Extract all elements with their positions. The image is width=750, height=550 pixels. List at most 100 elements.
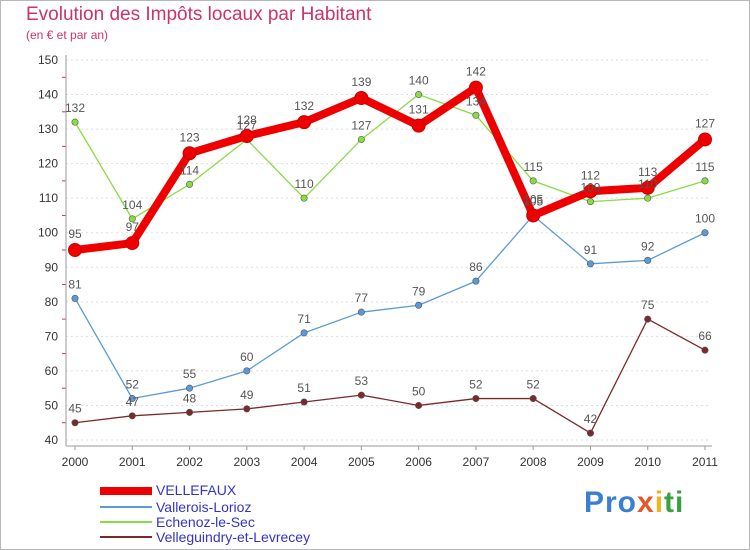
point-s3-2008 [529, 395, 537, 403]
data-label-s3-2007: 52 [469, 378, 483, 392]
data-label-s3-2000: 45 [68, 402, 82, 416]
data-label-s0-2011: 127 [695, 116, 715, 130]
point-s3-2000 [71, 419, 79, 427]
point-s2-2010 [644, 194, 652, 202]
x-tick-label-2002: 2002 [176, 455, 203, 469]
series-line-2 [74, 93, 706, 220]
data-label-s3-2001: 47 [126, 395, 140, 409]
x-tick-label-2004: 2004 [291, 455, 318, 469]
data-label-s1-2007: 86 [469, 260, 483, 274]
data-label-s0-2005: 139 [351, 75, 371, 89]
data-label-s2-2006: 140 [409, 74, 429, 88]
y-tick-label-90: 90 [45, 260, 59, 274]
data-label-s2-2009: 109 [580, 181, 600, 195]
point-s0-2011 [698, 132, 712, 147]
point-s1-2002 [186, 384, 194, 392]
point-s2-2009 [586, 198, 594, 206]
y-tick-label-100: 100 [38, 226, 58, 240]
data-label-s0-2009: 112 [581, 168, 600, 182]
data-label-s3-2002: 48 [183, 391, 197, 405]
point-s0-2009 [583, 184, 598, 199]
x-tick-label-2007: 2007 [463, 455, 490, 469]
data-label-s3-2003: 49 [240, 388, 254, 402]
data-label-s1-2004: 71 [297, 312, 311, 326]
x-tick-label-2003: 2003 [233, 455, 260, 469]
point-s0-2004 [297, 115, 312, 130]
data-label-s0-2008: 105 [523, 192, 543, 206]
data-label-s2-2008: 115 [524, 160, 543, 174]
point-s0-2003 [239, 129, 254, 143]
data-label-s2-2002: 114 [180, 163, 199, 177]
point-s2-2004 [300, 194, 308, 202]
point-s2-2001 [128, 215, 136, 223]
point-s1-2000 [71, 294, 79, 302]
x-tick-label-2009: 2009 [577, 455, 604, 469]
data-label-s0-2007: 142 [466, 65, 486, 79]
legend-label-velleguindry-et-levrecey: Velleguindry-et-Levrecey [156, 529, 311, 545]
point-s0-2005 [354, 91, 369, 105]
y-tick-label-50: 50 [45, 398, 59, 412]
data-label-s3-2011: 66 [698, 329, 712, 343]
point-s3-2004 [300, 398, 308, 406]
y-tick-label-150: 150 [38, 53, 58, 67]
data-label-s1-2009: 91 [584, 243, 598, 257]
point-s2-2005 [357, 135, 365, 143]
y-tick-label-70: 70 [45, 329, 59, 343]
point-s0-2002 [182, 146, 197, 161]
series-line-3 [74, 318, 706, 434]
data-label-s1-2003: 60 [240, 350, 254, 364]
data-label-s1-2002: 55 [183, 367, 197, 381]
proxiti-logo: Proxiti [584, 486, 685, 519]
data-label-s0-2001: 97 [126, 220, 140, 234]
data-label-s3-2005: 53 [355, 374, 369, 388]
data-label-s3-2004: 51 [297, 381, 311, 395]
data-label-s3-2009: 42 [584, 412, 598, 426]
point-s3-2009 [586, 429, 594, 437]
x-tick-label-2011: 2011 [692, 455, 718, 469]
point-s3-2001 [128, 412, 136, 420]
x-tick-label-2006: 2006 [405, 455, 432, 469]
data-label-s3-2010: 75 [641, 298, 655, 312]
data-label-s0-2002: 123 [180, 130, 200, 144]
point-s0-2010 [640, 180, 655, 195]
data-label-s2-2003: 127 [237, 118, 257, 132]
point-s2-2011 [701, 177, 709, 185]
point-s1-2011 [701, 229, 709, 237]
series-line-0 [71, 83, 709, 254]
data-label-s1-2011: 100 [695, 212, 715, 226]
data-label-s3-2008: 52 [527, 378, 541, 392]
legend-label-echenoz-le-sec: Echenoz-le-Sec [156, 514, 255, 530]
point-s0-2006 [411, 118, 426, 133]
x-tick-label-2005: 2005 [348, 455, 375, 469]
point-s1-2009 [586, 260, 594, 268]
chart-subtitle: (en € et par an) [26, 28, 109, 42]
legend-label-vellefaux: VELLEFAUX [156, 482, 237, 498]
data-label-s1-2010: 92 [641, 239, 655, 253]
data-label-s2-2004: 110 [295, 177, 314, 191]
point-s0-2001 [125, 236, 140, 251]
y-tick-label-60: 60 [45, 364, 59, 378]
point-s2-2006 [415, 91, 423, 99]
y-tick-label-110: 110 [39, 191, 58, 205]
point-s0-2000 [68, 243, 82, 257]
data-label-s3-2006: 50 [412, 384, 426, 398]
point-s2-2008 [529, 177, 537, 185]
x-tick-label-2001: 2001 [119, 455, 146, 469]
data-label-s1-2006: 79 [412, 284, 426, 298]
point-s0-2007 [468, 80, 483, 95]
point-s3-2006 [415, 401, 423, 409]
point-s2-2002 [186, 180, 194, 188]
y-tick-label-140: 140 [38, 88, 58, 102]
data-label-s1-2000: 81 [68, 277, 82, 291]
x-tick-label-2008: 2008 [520, 455, 547, 469]
point-s3-2011 [701, 346, 709, 354]
data-label-s0-2003: 128 [237, 113, 257, 127]
data-label-s2-2007: 134 [466, 94, 486, 108]
y-tick-label-130: 130 [38, 122, 58, 136]
point-s3-2003 [243, 405, 251, 413]
point-s3-2002 [186, 408, 194, 416]
data-label-s0-2006: 131 [409, 103, 429, 117]
data-label-s0-2000: 95 [68, 227, 82, 241]
